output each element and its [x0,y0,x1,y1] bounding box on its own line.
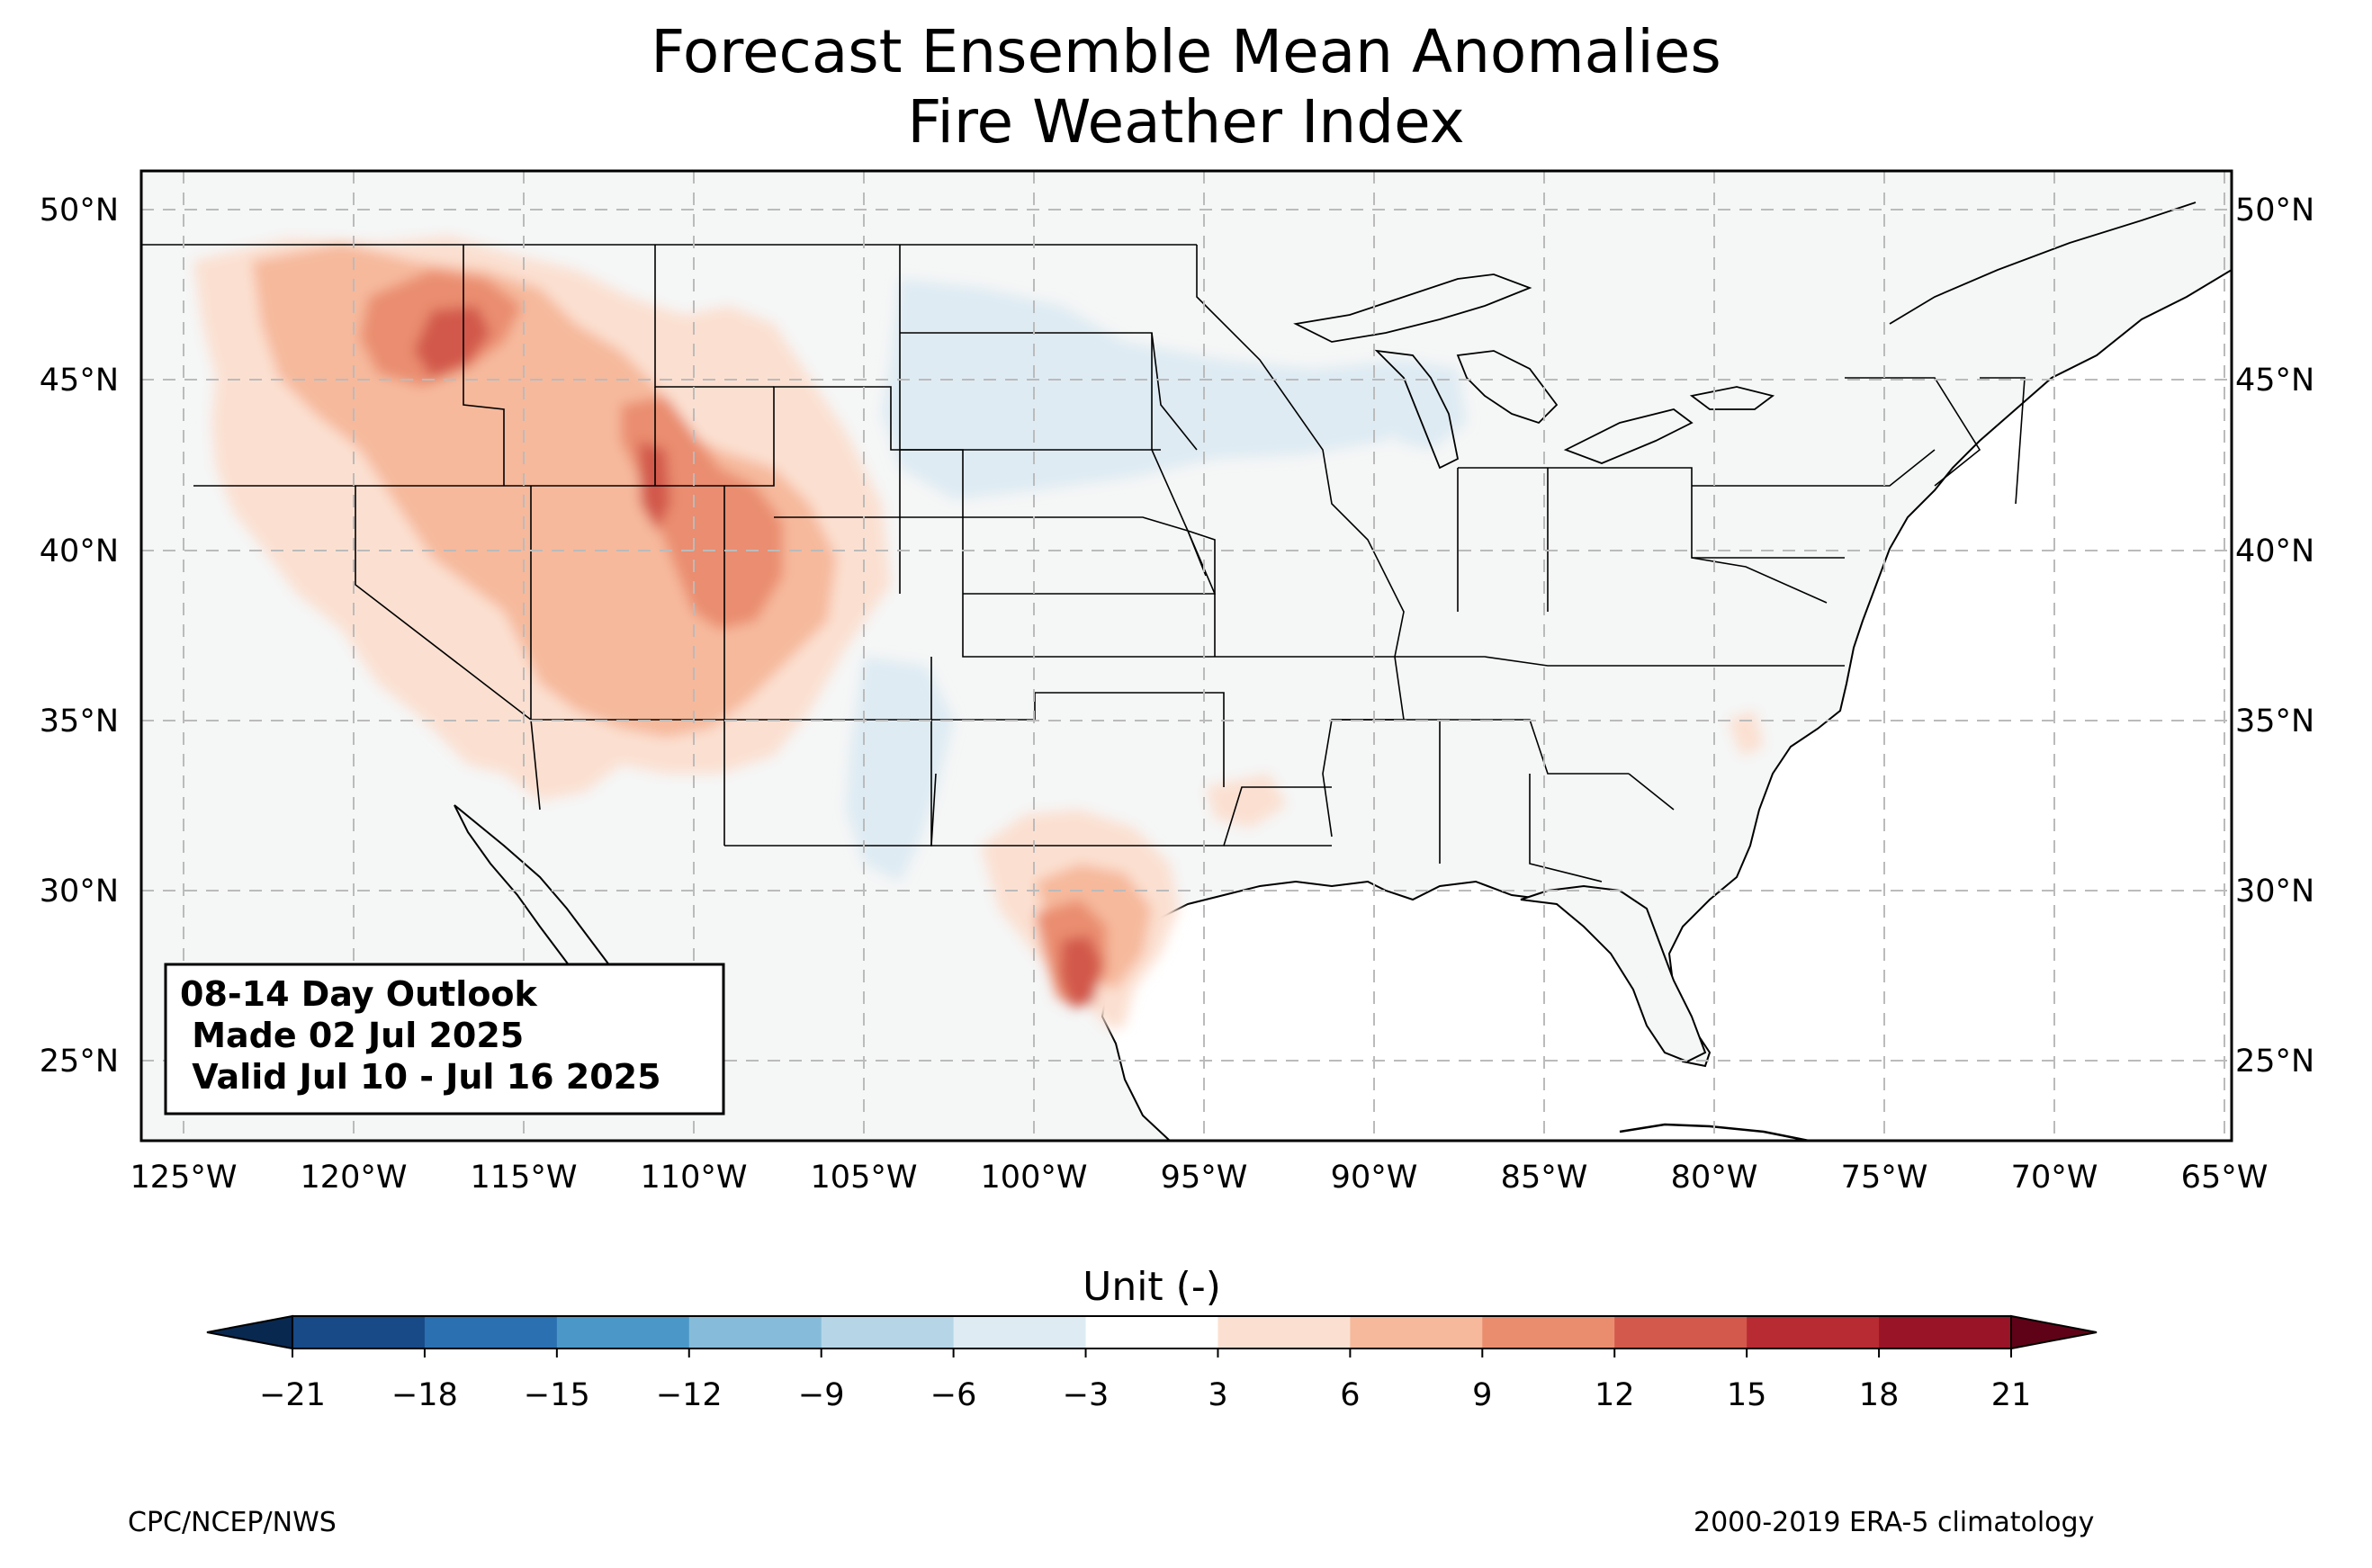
colorbar-under-arrow [206,1314,293,1350]
outlook-period: 08-14 Day Outlook [180,974,538,1014]
lat-labels-right: 50°N 45°N 40°N 35°N 30°N 25°N [2235,193,2314,1080]
colorbar-tick-label: 18 [1859,1377,1900,1413]
map-frame [139,169,2233,1142]
colorbar-tick-label: 3 [1208,1377,1227,1413]
colorbar-tick-label: 15 [1727,1377,1767,1413]
lat-labels-left: 50°N 45°N 40°N 35°N 30°N 25°N [40,193,119,1080]
map-title-line1: Forecast Ensemble Mean Anomalies [651,17,1721,86]
lat-label: 35°N [40,703,119,739]
colorbar-unit-label: Unit (-) [1083,1264,1221,1310]
colorbar-segment [556,1316,690,1348]
colorbar-tick-label: −18 [391,1377,458,1413]
land-florida [1520,884,1707,1063]
colorbar-segment [688,1316,822,1348]
colorbar-tick-label: −6 [930,1377,977,1413]
colorbar-segment [424,1316,558,1348]
lat-label: 45°N [40,363,119,399]
colorbar-segment [1614,1316,1748,1348]
colorbar-segment [953,1316,1087,1348]
colorbar-segment [1217,1316,1351,1348]
lon-label: 105°W [811,1160,918,1196]
colorbar: −21 −18 −15 −12 −9 −6 −3 3 6 9 12 15 18 21 [206,1314,2098,1413]
colorbar-over-arrow [2010,1314,2098,1350]
lon-label: 70°W [2011,1160,2098,1196]
lon-label: 90°W [1331,1160,1418,1196]
lon-label: 115°W [471,1160,578,1196]
lat-label: 50°N [40,193,119,228]
colorbar-frame [292,1315,2012,1349]
lon-label: 85°W [1501,1160,1588,1196]
colorbar-segment [1350,1316,1483,1348]
outlook-made-date: Made 02 Jul 2025 [180,1016,524,1055]
lon-label: 120°W [301,1160,408,1196]
lat-label: 25°N [2235,1044,2314,1080]
graticule [141,171,2232,1141]
great-lakes [1293,202,2197,470]
footer-climatology: 2000-2019 ERA-5 climatology [1694,1507,2095,1538]
lat-label: 30°N [40,874,119,909]
lon-label: 125°W [130,1160,238,1196]
lon-label: 95°W [1161,1160,1248,1196]
outlook-info-box: 08-14 Day Outlook Made 02 Jul 2025 Valid… [164,963,725,1116]
colorbar-segment [821,1316,955,1348]
outlook-box-border [164,963,725,1116]
lon-label: 80°W [1671,1160,1758,1196]
colorbar-segment [1085,1316,1219,1348]
colorbar-tick-label: −12 [656,1377,723,1413]
colorbar-segment [1879,1316,2012,1348]
colorbar-ticks: −21 −18 −15 −12 −9 −6 −3 3 6 9 12 15 18 21 [259,1348,2031,1413]
colorbar-tick-label: 6 [1340,1377,1360,1413]
land-cuba [1619,1123,1810,1141]
lon-labels: 125°W 120°W 115°W 110°W 105°W 100°W 95°W… [130,1160,2269,1196]
anomaly-shading [193,236,1764,1030]
lat-label: 25°N [40,1044,119,1080]
lon-label: 100°W [981,1160,1088,1196]
lat-label: 35°N [2235,703,2314,739]
colorbar-tick-label: 9 [1472,1377,1492,1413]
lat-label: 50°N [2235,193,2314,228]
footer-credit: CPC/NCEP/NWS [128,1507,337,1538]
outlook-valid-range: Valid Jul 10 - Jul 16 2025 [180,1057,661,1097]
map-title-line2: Fire Weather Index [907,87,1465,157]
lon-label: 65°W [2181,1160,2269,1196]
colorbar-tick-label: 21 [1991,1377,2032,1413]
colorbar-segment [1747,1316,1880,1348]
lat-label: 40°N [2235,533,2314,569]
colorbar-tick-label: −3 [1063,1377,1110,1413]
colorbar-tick-label: −15 [524,1377,590,1413]
lat-label: 45°N [2235,363,2314,399]
lon-label: 110°W [641,1160,748,1196]
colorbar-tick-label: −9 [798,1377,845,1413]
colorbar-tick-label: 12 [1595,1377,1635,1413]
lon-label: 75°W [1841,1160,1928,1196]
lat-label: 40°N [40,533,119,569]
colorbar-segment [1482,1316,1615,1348]
colorbar-segments [292,1316,2012,1348]
lat-label: 30°N [2235,874,2314,909]
colorbar-segment [292,1316,426,1348]
colorbar-tick-label: −21 [259,1377,326,1413]
